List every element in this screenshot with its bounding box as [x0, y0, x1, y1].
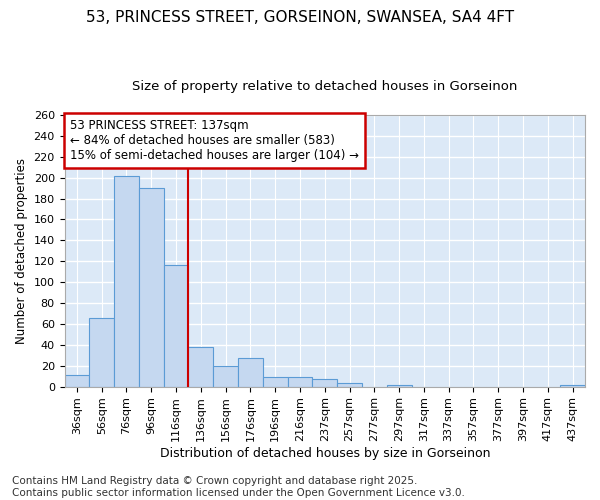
Text: Contains HM Land Registry data © Crown copyright and database right 2025.
Contai: Contains HM Land Registry data © Crown c…: [12, 476, 465, 498]
Bar: [287, 377, 313, 386]
Bar: [560, 384, 585, 386]
Bar: [89, 318, 114, 386]
Bar: [188, 347, 213, 387]
Bar: [213, 366, 238, 386]
Bar: [238, 358, 263, 386]
Bar: [337, 384, 362, 386]
Bar: [263, 377, 287, 386]
Bar: [313, 380, 337, 386]
Title: Size of property relative to detached houses in Gorseinon: Size of property relative to detached ho…: [132, 80, 517, 93]
Bar: [65, 375, 89, 386]
Bar: [139, 188, 164, 386]
X-axis label: Distribution of detached houses by size in Gorseinon: Distribution of detached houses by size …: [160, 447, 490, 460]
Text: 53, PRINCESS STREET, GORSEINON, SWANSEA, SA4 4FT: 53, PRINCESS STREET, GORSEINON, SWANSEA,…: [86, 10, 514, 25]
Text: 53 PRINCESS STREET: 137sqm
← 84% of detached houses are smaller (583)
15% of sem: 53 PRINCESS STREET: 137sqm ← 84% of deta…: [70, 119, 359, 162]
Bar: [114, 176, 139, 386]
Y-axis label: Number of detached properties: Number of detached properties: [15, 158, 28, 344]
Bar: [164, 266, 188, 386]
Bar: [387, 384, 412, 386]
